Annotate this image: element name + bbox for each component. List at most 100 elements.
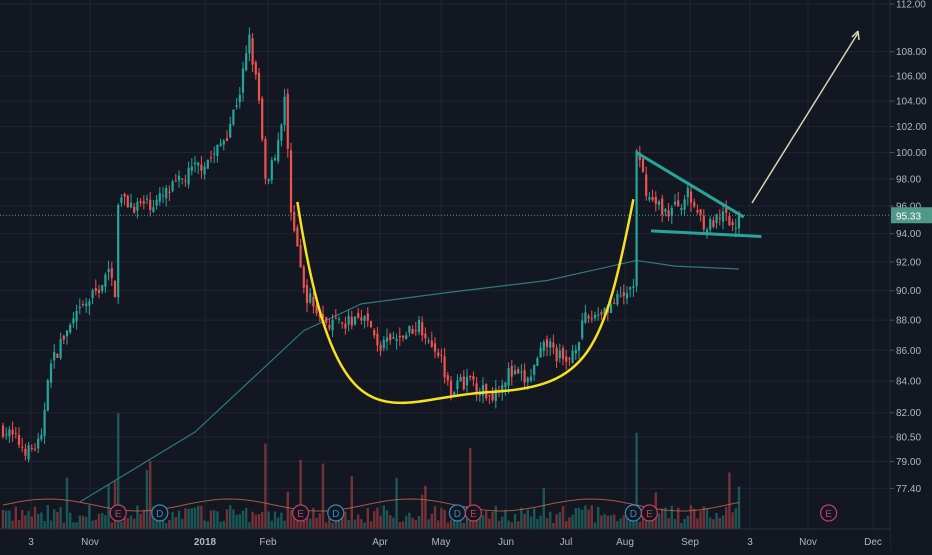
candle-body[interactable] [309, 293, 312, 303]
candle-body[interactable] [603, 308, 606, 316]
candle-body[interactable] [145, 198, 149, 200]
candle-body[interactable] [8, 429, 11, 437]
candle-body[interactable] [197, 162, 200, 166]
dividend-marker[interactable]: D [327, 504, 345, 522]
candle-body[interactable] [577, 342, 581, 351]
candle-body[interactable] [725, 208, 728, 213]
candle-body[interactable] [37, 438, 40, 449]
earnings-marker[interactable]: E [109, 504, 127, 522]
candle-body[interactable] [117, 205, 120, 298]
candle-body[interactable] [568, 358, 571, 360]
candle-body[interactable] [155, 199, 158, 206]
candle-body[interactable] [286, 93, 289, 149]
candle-body[interactable] [43, 409, 46, 436]
candle-body[interactable] [513, 370, 517, 375]
candle-body[interactable] [62, 335, 65, 340]
candle-body[interactable] [341, 322, 344, 324]
candle-body[interactable] [158, 193, 161, 202]
candle-body[interactable] [49, 363, 53, 383]
candle-body[interactable] [616, 294, 619, 305]
candle-body[interactable] [376, 333, 379, 346]
candle-body[interactable] [689, 191, 693, 203]
price-axis[interactable]: 112.00 108.00 106.00 104.00 102.00 100.00 98.0… [889, 0, 932, 550]
candle-body[interactable] [696, 210, 699, 213]
candle-body[interactable] [382, 339, 385, 348]
candle-body[interactable] [417, 319, 421, 333]
candle-body[interactable] [283, 96, 286, 125]
candle-body[interactable] [325, 317, 328, 323]
candle-body[interactable] [542, 341, 545, 351]
candle-body[interactable] [558, 350, 561, 359]
candle-body[interactable] [414, 330, 417, 332]
candle-body[interactable] [190, 166, 193, 171]
candle-body[interactable] [5, 434, 8, 436]
candle-body[interactable] [529, 376, 533, 381]
candle-body[interactable] [449, 380, 453, 397]
candle-body[interactable] [648, 197, 651, 200]
candle-body[interactable] [712, 220, 715, 227]
candle-body[interactable] [235, 105, 238, 107]
candle-body[interactable] [472, 376, 475, 380]
candle-body[interactable] [734, 227, 737, 229]
candle-body[interactable] [72, 318, 75, 324]
candle-body[interactable] [520, 371, 523, 373]
candle-body[interactable] [465, 376, 469, 386]
candle-body[interactable] [136, 201, 139, 211]
candle-body[interactable] [587, 316, 590, 319]
candle-body[interactable] [523, 370, 526, 383]
candle-body[interactable] [545, 339, 549, 347]
candle-body[interactable] [453, 392, 456, 397]
candle-body[interactable] [225, 138, 229, 141]
candle-body[interactable] [248, 34, 251, 54]
candle-body[interactable] [667, 210, 670, 217]
candle-body[interactable] [670, 208, 673, 216]
candle-body[interactable] [257, 72, 261, 101]
candle-body[interactable] [565, 356, 568, 362]
candle-body[interactable] [488, 394, 491, 396]
candle-body[interactable] [129, 202, 133, 208]
candle-body[interactable] [718, 217, 721, 219]
pattern-drawings[interactable] [296, 30, 860, 405]
candle-body[interactable] [139, 201, 142, 203]
candle-body[interactable] [206, 159, 209, 169]
candle-body[interactable] [395, 338, 398, 341]
candle-body[interactable] [187, 167, 190, 185]
candle-body[interactable] [526, 377, 529, 382]
candle-body[interactable] [632, 286, 635, 288]
candle-body[interactable] [456, 380, 459, 390]
candle-body[interactable] [104, 274, 107, 287]
candle-body[interactable] [357, 312, 360, 318]
candle-body[interactable] [1, 425, 5, 437]
candle-body[interactable] [56, 353, 59, 358]
candle-body[interactable] [302, 266, 305, 288]
candle-body[interactable] [209, 157, 213, 159]
candle-body[interactable] [241, 68, 245, 93]
cup-curve[interactable] [296, 199, 635, 405]
candle-body[interactable] [168, 191, 171, 193]
candle-body[interactable] [123, 193, 126, 197]
candle-body[interactable] [581, 320, 584, 339]
candle-body[interactable] [379, 345, 382, 351]
candle-body[interactable] [213, 153, 216, 155]
candle-body[interactable] [437, 352, 440, 356]
dividend-marker[interactable]: D [624, 504, 643, 522]
candle-body[interactable] [462, 376, 465, 390]
candle-body[interactable] [17, 434, 21, 446]
candle-body[interactable] [245, 53, 248, 71]
candle-body[interactable] [625, 293, 629, 299]
candle-body[interactable] [321, 314, 325, 319]
candle-body[interactable] [238, 94, 241, 103]
candle-body[interactable] [337, 318, 341, 320]
candle-body[interactable] [46, 379, 49, 411]
candle-body[interactable] [705, 229, 709, 234]
candle-body[interactable] [328, 324, 331, 329]
candle-body[interactable] [440, 354, 443, 356]
candle-body[interactable] [443, 356, 446, 378]
candle-body[interactable] [251, 38, 254, 65]
candle-body[interactable] [296, 227, 299, 247]
candle-body[interactable] [21, 446, 24, 448]
candle-body[interactable] [622, 292, 625, 297]
candle-body[interactable] [590, 317, 593, 319]
candle-body[interactable] [510, 365, 513, 377]
